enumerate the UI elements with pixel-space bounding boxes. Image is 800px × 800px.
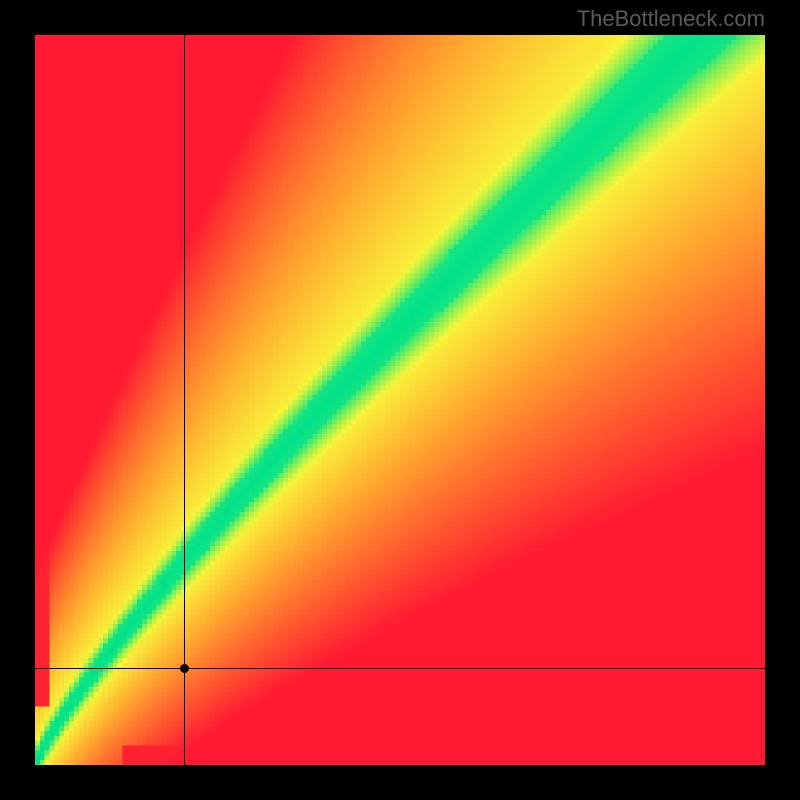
- crosshair-horizontal: [35, 668, 765, 669]
- heatmap-canvas: [35, 35, 765, 765]
- stage: TheBottleneck.com: [0, 0, 800, 800]
- watermark-text: TheBottleneck.com: [577, 6, 765, 32]
- heatmap-plot-area: [35, 35, 765, 765]
- crosshair-vertical: [184, 35, 185, 765]
